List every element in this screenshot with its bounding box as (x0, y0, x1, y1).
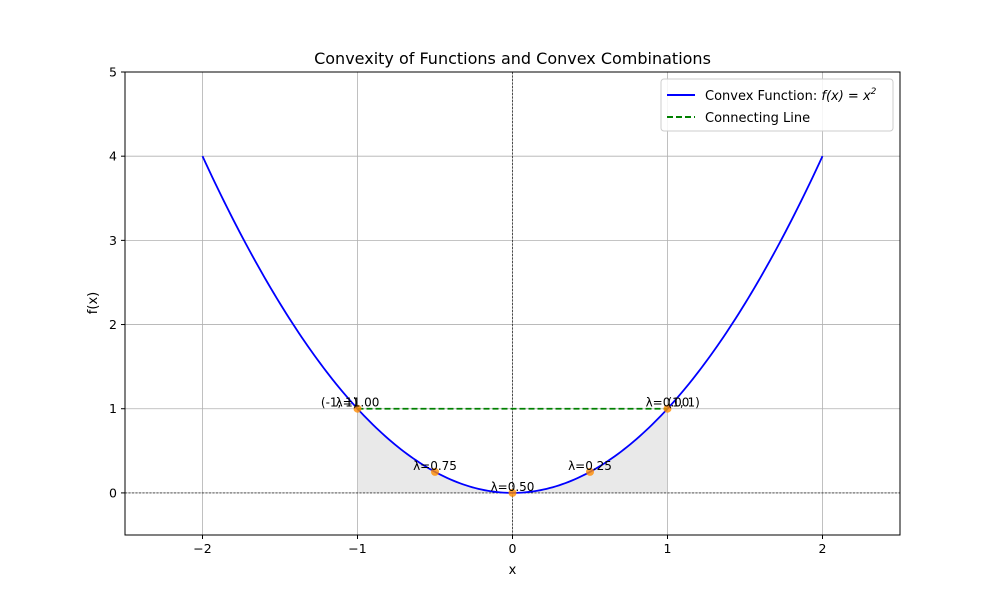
y-tick-label-1: 1 (109, 401, 117, 416)
x-tick-label-4: 2 (819, 541, 827, 556)
point-4 (663, 404, 672, 413)
point-label-4: λ=0.00 (646, 396, 690, 410)
point-2 (508, 488, 517, 497)
chart-title: Convexity of Functions and Convex Combin… (314, 49, 711, 68)
point-label-0: λ=1.00 (336, 396, 380, 410)
y-tick-label-3: 3 (109, 233, 117, 248)
y-tick-label-4: 4 (109, 149, 117, 164)
y-axis-label: f(x) (86, 292, 101, 314)
legend-label-function-prefix: Convex Function: (705, 89, 821, 104)
point-label-1: λ=0.75 (413, 459, 457, 473)
point-3 (586, 467, 594, 476)
x-tick-label-0: −2 (193, 541, 211, 556)
point-0 (353, 404, 362, 413)
legend-label-function: Convex Function: f(x) = x2 (705, 87, 877, 104)
x-tick-label-2: 0 (509, 541, 517, 556)
legend-label-function-sup: 2 (871, 87, 877, 97)
x-tick-label-3: 1 (664, 541, 672, 556)
endpoint-label-0: (-1, 1) (321, 396, 358, 410)
x-axis-label: x (509, 563, 517, 578)
legend-box (660, 78, 894, 132)
ticks-layer: −2 −1 0 1 2 0 1 2 3 4 5 (109, 65, 826, 557)
legend-label-connecting-line: Connecting Line (705, 111, 810, 126)
reference-lines (125, 72, 900, 535)
x-tick-label-1: −1 (348, 541, 366, 556)
legend: Convex Function: f(x) = x2 Connecting Li… (660, 78, 894, 132)
y-tick-label-0: 0 (109, 485, 117, 500)
y-tick-label-5: 5 (109, 65, 117, 80)
endpoint-label-1: (1, 1) (668, 396, 700, 410)
point-label-2: λ=0.50 (491, 480, 535, 494)
point-1 (431, 467, 439, 476)
annotations-layer: λ=1.00 λ=0.75 λ=0.50 λ=0.25 λ=0.00 (-1, 1) (1,… (321, 396, 700, 494)
y-tick-label-2: 2 (109, 317, 117, 332)
legend-label-function-math: f(x) = x (821, 89, 871, 104)
point-label-3: λ=0.25 (568, 459, 612, 473)
points-layer (353, 404, 672, 497)
